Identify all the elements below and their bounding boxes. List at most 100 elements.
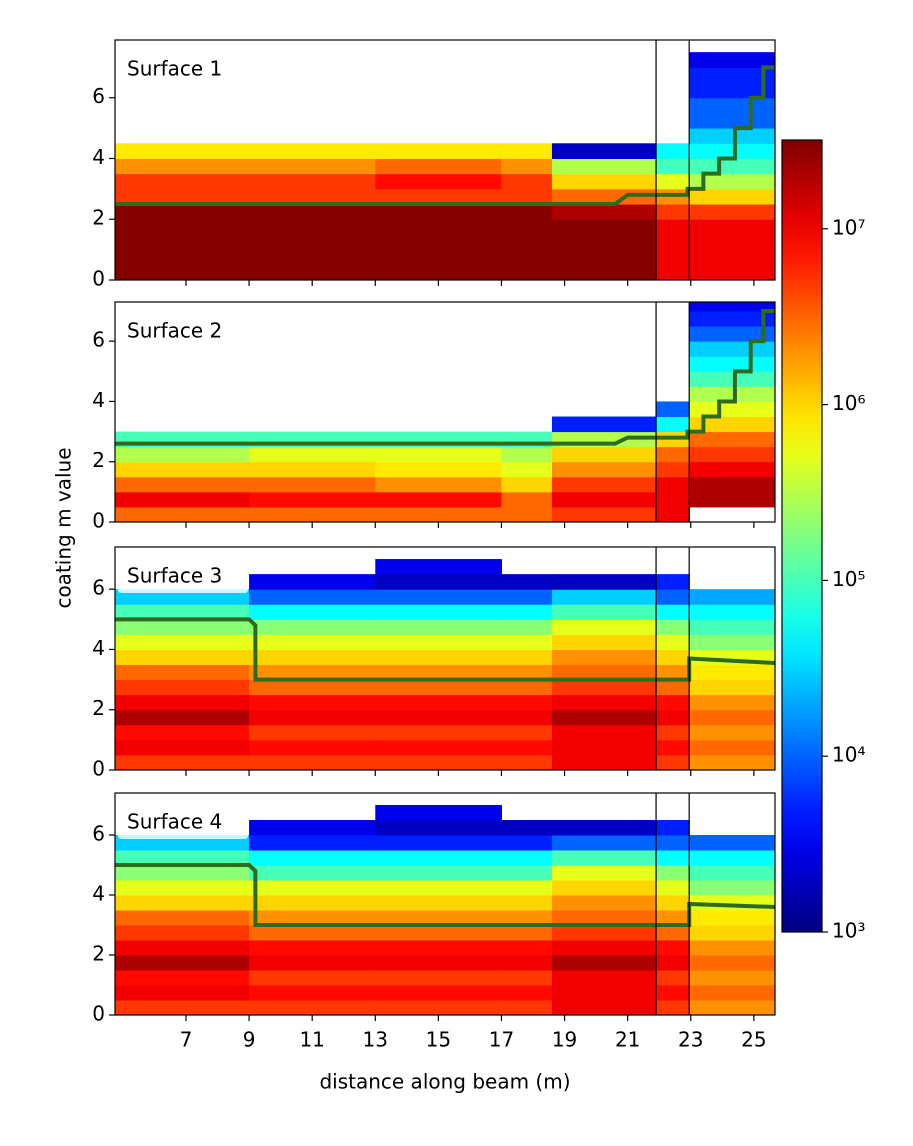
heatmap-cell: [501, 895, 553, 911]
y-tick-label: 4: [92, 882, 105, 906]
heatmap-cell: [249, 264, 376, 280]
heatmap-cell: [656, 249, 690, 266]
heatmap-cell: [375, 679, 502, 696]
heatmap-cell: [115, 173, 250, 190]
heatmap-cell: [551, 910, 657, 926]
threshold-line: [115, 65, 775, 207]
heatmap-cell: [249, 574, 376, 590]
heatmap-cell: [115, 970, 250, 986]
heatmap-cell: [551, 754, 657, 770]
heatmap-cell: [249, 835, 376, 851]
heatmap-cell: [115, 461, 250, 478]
heatmap-cell: [656, 574, 690, 590]
heatmap-cell: [551, 820, 657, 836]
heatmap-cell: [115, 249, 250, 266]
heatmap-cell: [656, 264, 690, 280]
heatmap-cell: [501, 446, 553, 463]
heatmap-cell: [375, 604, 502, 620]
heatmap-cell: [249, 219, 376, 235]
heatmap-cell: [656, 234, 690, 251]
heatmap-cell: [551, 491, 657, 508]
heatmap-cell: [249, 506, 376, 522]
heatmap-cell: [689, 112, 775, 129]
panel-frame: [114, 792, 776, 1016]
heatmap-cell: [689, 431, 775, 448]
heatmap-cell: [249, 1000, 376, 1015]
heatmap-cell: [375, 249, 502, 266]
heatmap-cell: [551, 446, 657, 463]
heatmap-cell: [656, 880, 690, 896]
heatmap-cell: [501, 188, 553, 205]
y-tick-label: 2: [92, 942, 105, 966]
heatmap-cell: [501, 880, 553, 896]
heatmap-cell: [656, 835, 690, 851]
heatmap-cell: [689, 679, 775, 696]
heatmap-cell: [501, 143, 553, 159]
heatmap-cell: [115, 664, 250, 681]
heatmap-cell: [249, 491, 376, 508]
heatmap-cell: [115, 925, 250, 941]
heatmap-cell: [656, 739, 690, 756]
heatmap-cell: [551, 234, 657, 251]
heatmap-cell: [689, 356, 775, 372]
heatmap-cell: [689, 173, 775, 190]
heatmap-cell: [375, 506, 502, 522]
heatmap-cell: [689, 371, 775, 387]
heatmap-cell: [501, 739, 553, 756]
heatmap-cell: [656, 173, 690, 190]
heatmap-cell: [551, 739, 657, 756]
heatmap-cell: [689, 204, 775, 220]
heatmap-cell: [689, 401, 775, 418]
heatmap-cell: [551, 664, 657, 681]
heatmap-cell: [249, 940, 376, 956]
x-tick-label: 23: [678, 1028, 703, 1052]
heatmap-cell: [375, 143, 502, 159]
x-tick-label: 19: [552, 1028, 577, 1052]
y-tick-label: 6: [92, 576, 105, 600]
heatmap-cell: [375, 694, 502, 711]
heatmap-cell: [656, 446, 690, 463]
heatmap: [115, 302, 775, 522]
heatmap-cell: [375, 724, 502, 741]
heatmap-cell: [689, 461, 775, 478]
heatmap-cell: [656, 506, 690, 522]
heatmap-cell: [501, 850, 553, 866]
heatmap-cell: [249, 709, 376, 726]
heatmap-cell: [689, 850, 775, 866]
heatmap-cell: [656, 634, 690, 650]
heatmap-cell: [501, 461, 553, 478]
heatmap-cell: [656, 910, 690, 926]
heatmap-cell: [656, 664, 690, 681]
heatmap-cell: [689, 264, 775, 280]
y-tick-label: 6: [92, 84, 105, 108]
heatmap-cell: [656, 724, 690, 741]
heatmap-cell: [656, 604, 690, 620]
heatmap-cell: [689, 589, 775, 605]
heatmap-cell: [501, 985, 553, 1001]
y-tick-label: 0: [92, 1002, 105, 1026]
heatmap-cell: [115, 1000, 250, 1015]
heatmap-cell: [115, 754, 250, 770]
heatmap-cell: [689, 326, 775, 342]
heatmap-cell: [249, 649, 376, 666]
heatmap-cell: [656, 895, 690, 911]
heatmap-cell: [115, 188, 250, 205]
heatmap-cell: [551, 940, 657, 956]
heatmap-cell: [375, 264, 502, 280]
heatmap-cell: [689, 880, 775, 896]
heatmap-cell: [375, 970, 502, 986]
heatmap-cell: [689, 739, 775, 756]
heatmap-cell: [656, 416, 690, 433]
heatmap-cell: [501, 679, 553, 696]
heatmap-cell: [656, 865, 690, 881]
heatmap-cell: [551, 679, 657, 696]
heatmap-cell: [551, 835, 657, 851]
heatmap-cell: [375, 955, 502, 971]
heatmap-cell: [375, 880, 502, 896]
heatmap-cell: [115, 219, 250, 235]
heatmap-cell: [501, 574, 553, 590]
heatmap-cell: [551, 724, 657, 741]
heatmap-cell: [249, 739, 376, 756]
